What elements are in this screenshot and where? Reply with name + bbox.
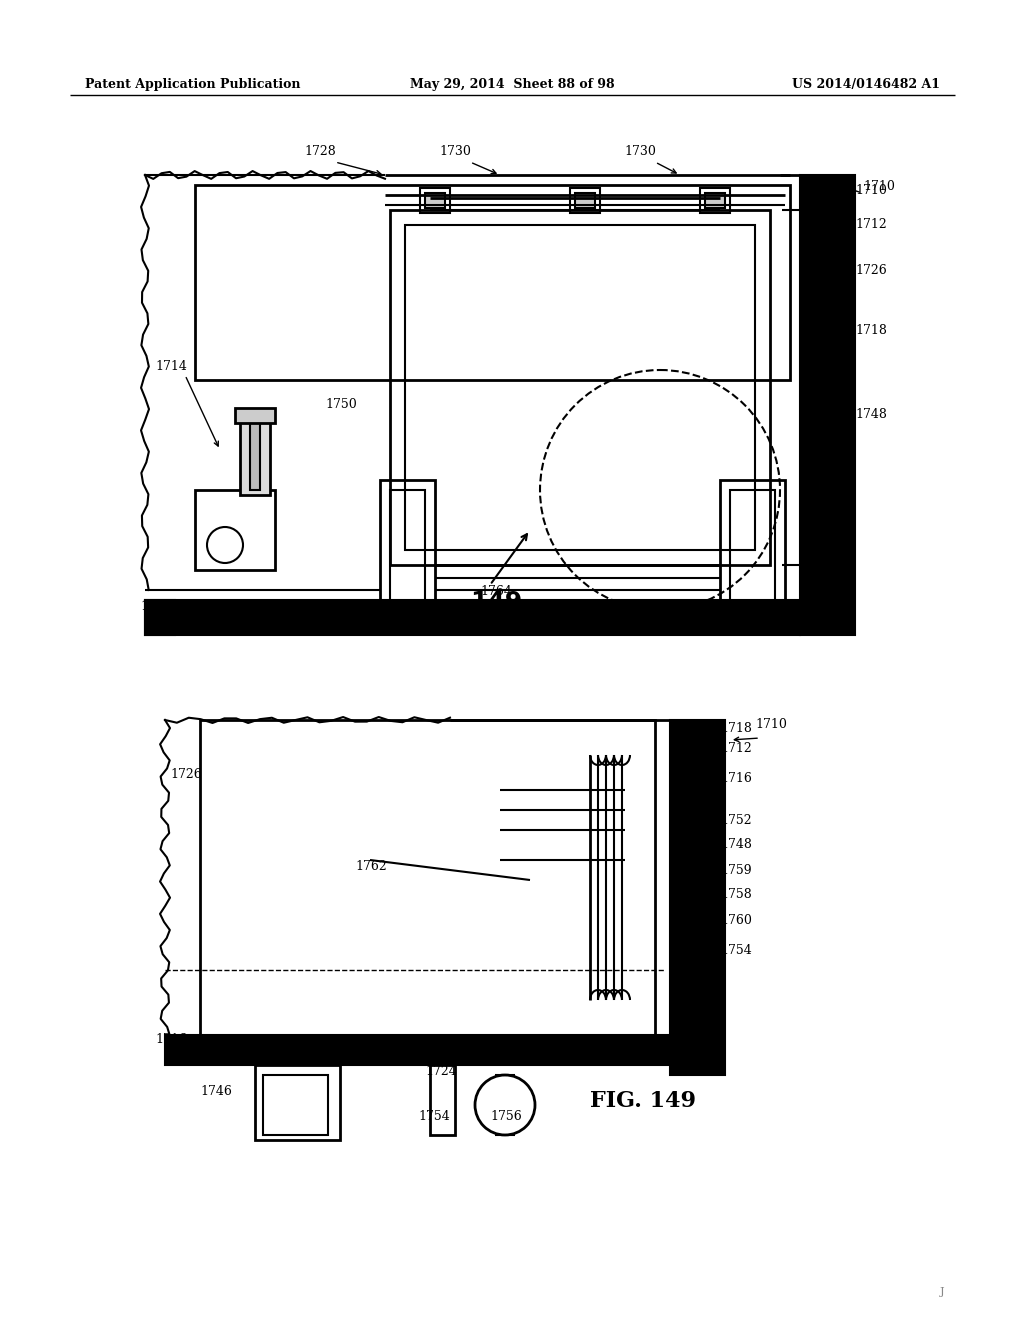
Text: 1716: 1716	[720, 771, 752, 784]
Text: Patent Application Publication: Patent Application Publication	[85, 78, 300, 91]
Text: 1748: 1748	[720, 838, 752, 851]
Bar	[570, 187, 600, 213]
Bar	[406, 224, 755, 550]
Text: 1748: 1748	[855, 408, 887, 421]
Text: 1754: 1754	[668, 615, 699, 628]
Bar	[240, 414, 270, 495]
Text: 1720: 1720	[195, 1055, 226, 1068]
Text: 1710: 1710	[755, 718, 786, 731]
Text: 1730: 1730	[439, 145, 471, 158]
Text: 1720: 1720	[280, 615, 311, 628]
Text: 1762: 1762	[355, 861, 387, 873]
Bar	[700, 187, 730, 213]
Text: 1756: 1756	[490, 1110, 522, 1123]
Bar	[145, 601, 800, 635]
Text: 1724: 1724	[425, 1065, 457, 1078]
Text: 1718: 1718	[720, 722, 752, 734]
Bar	[250, 420, 260, 490]
Bar	[430, 1065, 455, 1135]
Bar	[234, 408, 275, 422]
Text: US 2014/0146482 A1: US 2014/0146482 A1	[792, 78, 940, 91]
Bar	[575, 193, 595, 209]
Text: 1716: 1716	[155, 1034, 186, 1045]
Text: 1746: 1746	[200, 1085, 231, 1098]
Text: 1712: 1712	[720, 742, 752, 755]
Text: 1726: 1726	[855, 264, 887, 276]
Text: 1710: 1710	[855, 183, 887, 197]
Text: FIG. 149: FIG. 149	[590, 1090, 696, 1111]
Text: FIG. 148: FIG. 148	[220, 615, 326, 638]
Bar	[800, 176, 855, 635]
Text: 1760: 1760	[720, 913, 752, 927]
Bar	[165, 1035, 670, 1065]
Bar	[705, 193, 725, 209]
Bar	[195, 185, 790, 380]
Bar	[195, 490, 275, 570]
Text: 1759: 1759	[720, 863, 752, 876]
Bar	[425, 193, 445, 209]
Bar	[255, 1065, 340, 1140]
Text: 1730: 1730	[624, 145, 656, 158]
Text: 1754: 1754	[720, 944, 752, 957]
Text: 1710: 1710	[863, 180, 895, 193]
Bar	[730, 490, 775, 605]
Text: 1758: 1758	[720, 888, 752, 902]
Text: 1752: 1752	[720, 813, 752, 826]
Text: 1712: 1712	[855, 219, 887, 231]
Bar	[390, 210, 770, 565]
Text: 1718: 1718	[855, 323, 887, 337]
Text: 1764: 1764	[480, 585, 512, 598]
Text: 1766: 1766	[335, 615, 367, 628]
Text: 1754: 1754	[418, 1110, 450, 1123]
Text: 1756: 1756	[745, 615, 777, 628]
Bar	[145, 601, 175, 635]
Text: May 29, 2014  Sheet 88 of 98: May 29, 2014 Sheet 88 of 98	[410, 78, 614, 91]
Text: 1726: 1726	[170, 768, 202, 781]
Text: 149: 149	[470, 590, 522, 614]
Text: J: J	[940, 1287, 944, 1298]
Text: 1714: 1714	[155, 360, 186, 374]
Bar	[380, 480, 435, 610]
Bar	[670, 719, 725, 1074]
Text: 1750: 1750	[325, 399, 356, 411]
Bar	[720, 480, 785, 610]
Bar	[420, 187, 450, 213]
Bar	[263, 1074, 328, 1135]
Text: 1728: 1728	[304, 145, 336, 158]
Text: 1716: 1716	[140, 601, 172, 612]
Bar	[200, 719, 655, 1035]
Bar	[390, 490, 425, 605]
